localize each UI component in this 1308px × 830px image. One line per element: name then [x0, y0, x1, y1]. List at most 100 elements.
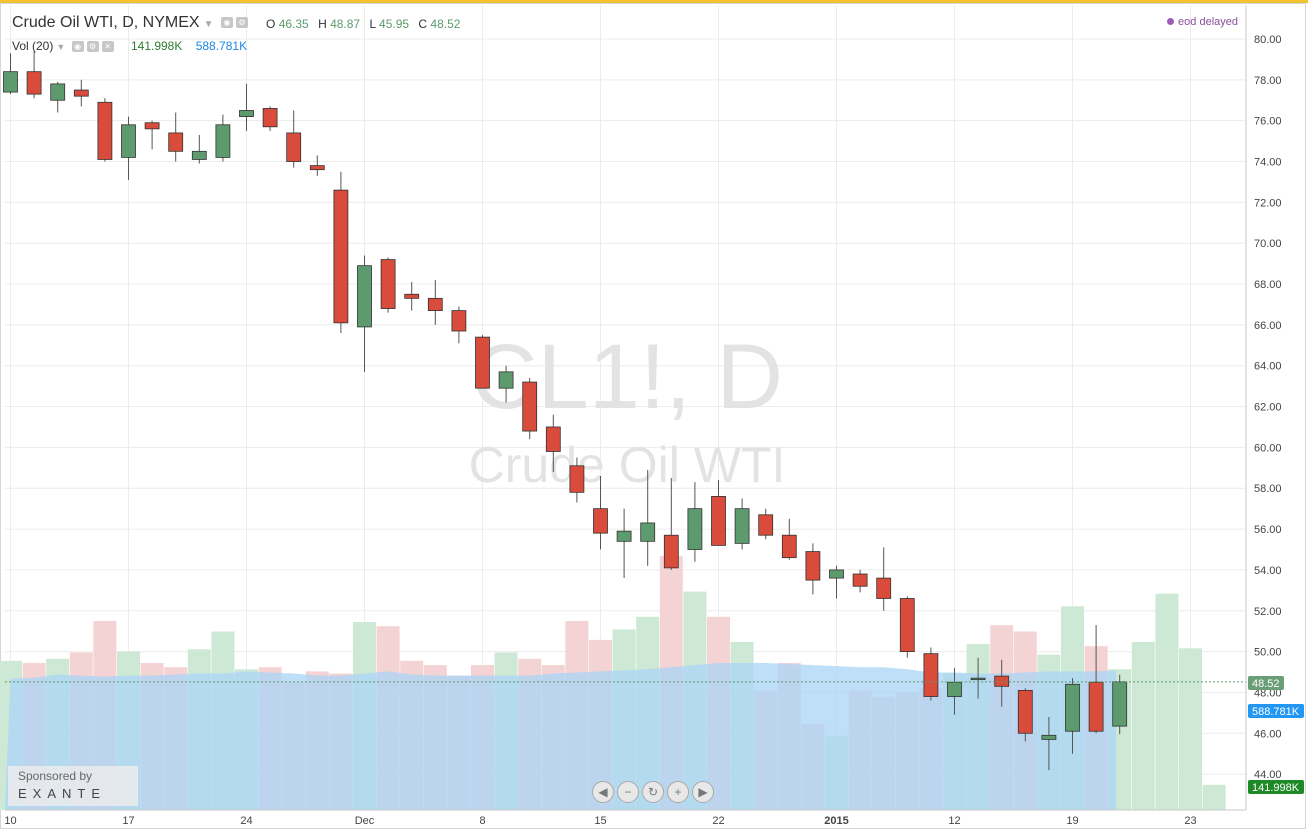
watermark-symbol: CL1!, D [471, 326, 783, 428]
candle [522, 377, 538, 440]
volume-ma-area [5, 663, 1116, 810]
chart-navigation[interactable]: ◀ − ↻ + ▶ [592, 781, 717, 803]
y-tick-label: 72.00 [1254, 197, 1282, 209]
candle-body [734, 508, 750, 544]
candle [286, 110, 302, 168]
candle [309, 155, 325, 176]
sponsor-label: Sponsored by [18, 769, 93, 783]
candle [97, 98, 113, 162]
y-tick-label: 46.00 [1254, 728, 1282, 740]
candle [1017, 688, 1033, 742]
volume-bar [1131, 642, 1155, 810]
candle-body [333, 189, 349, 324]
y-tick-label: 58.00 [1254, 483, 1282, 495]
settings-icon[interactable]: ⚙ [235, 17, 248, 29]
sponsor-logo[interactable]: EXANTE [18, 786, 107, 801]
candle [357, 255, 372, 372]
time-axis[interactable]: 10 17 24 Dec 8 15 22 2015 12 19 23 [4, 815, 1196, 827]
candle [781, 518, 797, 560]
candle-body [1017, 689, 1033, 734]
candle-body [168, 132, 184, 152]
candle-body [687, 508, 703, 550]
eye-icon[interactable]: ◉ [220, 17, 233, 29]
reset-icon[interactable]: ↻ [642, 781, 664, 803]
candle-body [262, 108, 278, 128]
x-tick-label: Dec [355, 815, 375, 827]
candle-body [1041, 734, 1057, 740]
y-tick-label: 50.00 [1254, 647, 1282, 659]
candle [475, 335, 490, 389]
close-icon[interactable]: ✕ [101, 41, 114, 53]
volume-legend-row[interactable]: Vol (20) ▼ ◉ ⚙ ✕ 141.998K 588.781K [12, 39, 247, 53]
y-tick-label: 54.00 [1254, 565, 1282, 577]
volume-dropdown-icon[interactable]: ▼ [56, 42, 66, 52]
x-tick-label: 23 [1184, 815, 1196, 827]
candle-body [640, 522, 656, 542]
scroll-left-icon[interactable]: ◀ [592, 781, 614, 803]
candle [545, 414, 561, 472]
candle-body [923, 653, 939, 697]
candle-body [97, 101, 113, 160]
candle [451, 306, 467, 344]
candle [593, 475, 608, 550]
candle [734, 498, 750, 550]
zoom-out-icon[interactable]: − [617, 781, 639, 803]
candle-body [239, 110, 254, 117]
symbol-title-row[interactable]: Crude Oil WTI, D, NYMEX ▼ ◉ ⚙ [12, 14, 248, 32]
candle-body [215, 124, 231, 158]
y-tick-label: 80.00 [1254, 34, 1282, 46]
symbol-dropdown-icon[interactable]: ▼ [203, 19, 214, 30]
candle-body [994, 675, 1010, 687]
candle [616, 508, 632, 579]
settings-icon[interactable]: ⚙ [86, 41, 99, 53]
eod-status: eod delayed [1167, 16, 1238, 28]
y-tick-label: 70.00 [1254, 238, 1282, 250]
price-axis[interactable]: 44.00 46.00 48.00 50.00 52.00 54.00 56.00 58.00… [1254, 34, 1282, 781]
open-value: 46.35 [278, 17, 309, 31]
candle [805, 543, 821, 595]
candle [380, 257, 396, 313]
candle-body [451, 310, 467, 332]
volume-label[interactable]: Vol (20) [12, 39, 54, 53]
candle [1041, 716, 1057, 771]
low-value: 45.95 [379, 17, 410, 31]
candle-body [1088, 681, 1104, 732]
svg-text:588.781K: 588.781K [1252, 706, 1300, 718]
candle-body [970, 677, 986, 681]
x-tick-label: 19 [1066, 815, 1078, 827]
y-tick-label: 60.00 [1254, 442, 1282, 454]
top-accent-bar [0, 0, 1308, 3]
volume-bar [1179, 648, 1202, 810]
watermark-name: Crude Oil WTI [469, 437, 786, 493]
close-value: 48.52 [430, 17, 461, 31]
candle-body [569, 465, 585, 493]
candle [994, 659, 1010, 707]
y-tick-label: 78.00 [1254, 75, 1282, 87]
candle [215, 114, 231, 162]
candle-body [73, 89, 89, 97]
candle [640, 469, 656, 566]
candle [687, 482, 703, 562]
candle [427, 279, 443, 325]
volume-ma-badge: 588.781K [1248, 704, 1304, 718]
eye-icon[interactable]: ◉ [71, 41, 84, 53]
candle-body [899, 598, 915, 652]
candle [899, 596, 915, 658]
symbol-title[interactable]: Crude Oil WTI, D, NYMEX [12, 14, 200, 31]
candle-body [876, 577, 892, 599]
candle-body [711, 496, 726, 546]
zoom-in-icon[interactable]: + [667, 781, 689, 803]
volume-bar [1155, 593, 1179, 810]
candle [168, 112, 184, 162]
chart-frame [0, 3, 1306, 829]
candle [3, 53, 18, 95]
candle-body [50, 83, 66, 101]
candles [3, 51, 1128, 771]
volume-badge: 141.998K [1248, 780, 1304, 794]
y-tick-label: 62.00 [1254, 402, 1282, 414]
scroll-right-icon[interactable]: ▶ [692, 781, 714, 803]
candle-body [616, 530, 632, 542]
sponsor-box[interactable]: Sponsored by EXANTE [8, 766, 138, 806]
candle-body [758, 514, 774, 536]
